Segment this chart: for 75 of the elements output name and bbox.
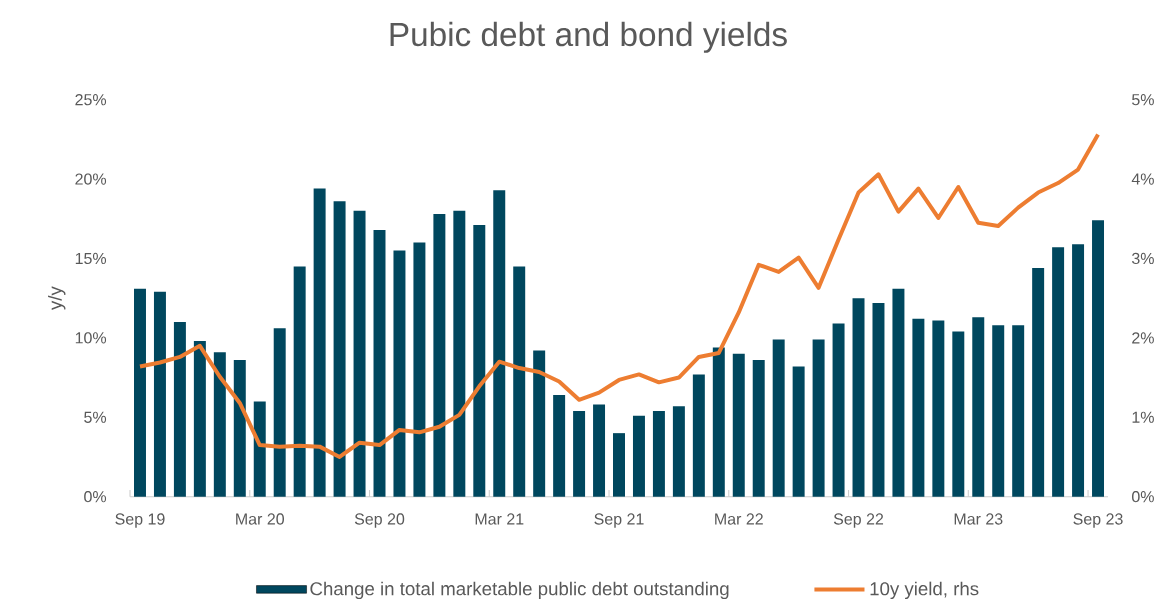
x-tick-label: Sep 23 bbox=[1073, 513, 1123, 529]
legend-label: 10y yield, rhs bbox=[870, 581, 979, 600]
bar bbox=[173, 322, 186, 497]
bar bbox=[313, 188, 326, 497]
y2-tick-label: 3% bbox=[1131, 252, 1154, 265]
bar bbox=[692, 374, 705, 497]
y-tick-label: 0% bbox=[84, 491, 107, 503]
bar bbox=[892, 288, 905, 497]
bar bbox=[393, 250, 406, 497]
bar bbox=[573, 411, 586, 497]
bar bbox=[453, 210, 466, 497]
bar bbox=[553, 395, 566, 497]
y2-tick-label: 1% bbox=[1132, 411, 1154, 424]
x-tick-label: Sep 22 bbox=[833, 513, 884, 529]
bar bbox=[932, 320, 945, 497]
bar bbox=[852, 298, 865, 497]
bar bbox=[832, 323, 845, 497]
x-tick-label: Mar 23 bbox=[954, 513, 1003, 525]
y-axis-title: y/y bbox=[48, 286, 66, 311]
bar bbox=[273, 328, 286, 497]
bar bbox=[293, 266, 306, 497]
bar bbox=[473, 225, 486, 497]
bar bbox=[1012, 325, 1025, 497]
bar bbox=[193, 341, 206, 497]
y2-tick-label: 5% bbox=[1132, 94, 1154, 106]
bar bbox=[213, 352, 226, 497]
bar bbox=[632, 415, 645, 497]
bar bbox=[1032, 268, 1045, 497]
y-tick-label: 15% bbox=[75, 253, 107, 265]
bar bbox=[333, 201, 346, 497]
bar bbox=[652, 411, 665, 497]
bar bbox=[513, 266, 526, 497]
line-series bbox=[137, 132, 1101, 460]
bar bbox=[732, 353, 745, 497]
bar bbox=[792, 366, 805, 497]
y-tick-label: 10% bbox=[75, 332, 107, 344]
y2-tick-label: 2% bbox=[1132, 332, 1154, 344]
bar bbox=[812, 339, 825, 497]
bar bbox=[752, 360, 765, 497]
x-tick-label: Mar 22 bbox=[715, 513, 763, 525]
bar bbox=[912, 318, 925, 497]
bar bbox=[613, 433, 625, 497]
x-tick-label: Mar 21 bbox=[475, 513, 524, 525]
x-tick-label: Sep 20 bbox=[354, 513, 405, 529]
y-tick-label: 25% bbox=[75, 94, 107, 106]
legend-label: Change in total marketable public debt outstanding bbox=[310, 581, 729, 600]
y-tick-label: 5% bbox=[84, 411, 107, 424]
chart-title: Pubic debt and bond yields bbox=[390, 21, 787, 54]
bar bbox=[1052, 247, 1065, 497]
bar bbox=[712, 347, 725, 497]
y2-tick-label: 4% bbox=[1131, 173, 1154, 185]
bar bbox=[413, 242, 426, 497]
bar bbox=[134, 288, 146, 497]
bar bbox=[872, 303, 885, 497]
bar bbox=[233, 360, 246, 497]
x-tick-label: Mar 20 bbox=[236, 513, 285, 525]
bar bbox=[992, 325, 1005, 497]
bar bbox=[493, 190, 506, 497]
y2-tick-label: 0% bbox=[1132, 491, 1154, 503]
x-tick-label: Sep 21 bbox=[594, 513, 644, 529]
bar bbox=[533, 350, 546, 497]
bar bbox=[593, 404, 606, 497]
y-tick-label: 20% bbox=[75, 173, 107, 185]
bar bbox=[353, 210, 366, 497]
bar bbox=[373, 230, 386, 497]
bar bbox=[952, 331, 965, 497]
bar bbox=[672, 406, 685, 497]
bar bbox=[972, 317, 985, 497]
x-tick-label: Sep 19 bbox=[115, 513, 165, 529]
bar bbox=[772, 339, 785, 497]
bar bbox=[1072, 244, 1085, 497]
bar bbox=[1092, 220, 1105, 497]
bar bbox=[253, 401, 266, 497]
bar bbox=[433, 214, 446, 497]
bar bbox=[153, 291, 166, 497]
